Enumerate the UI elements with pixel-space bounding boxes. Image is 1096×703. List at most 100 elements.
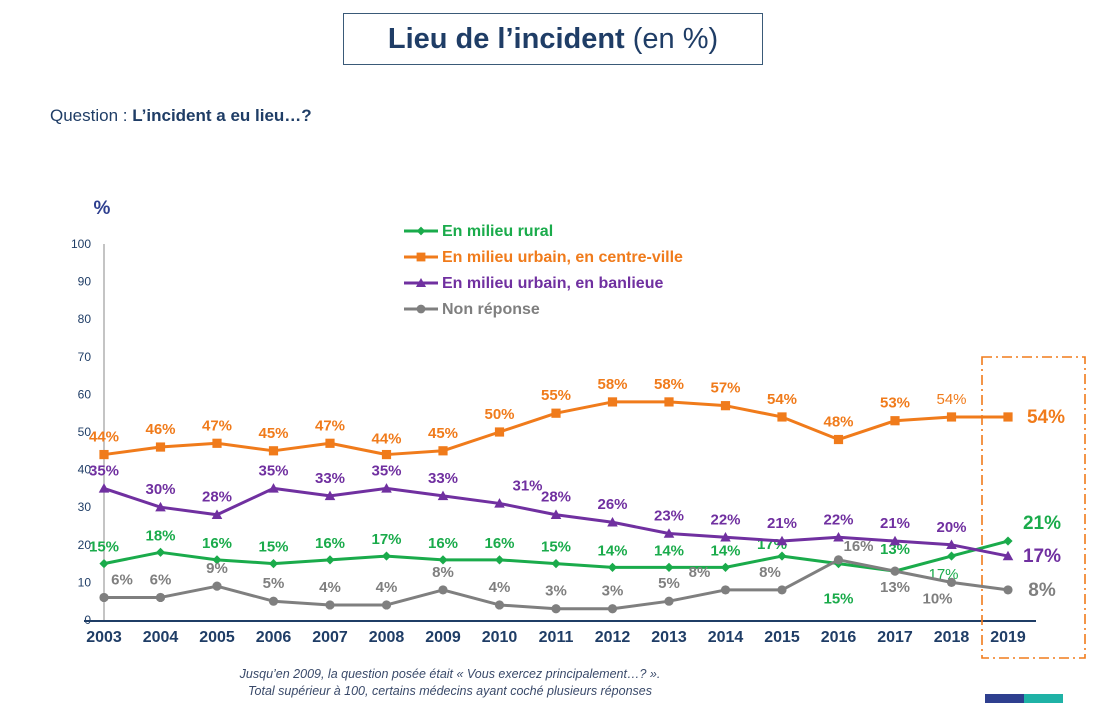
data-label-en-milieu-urbain-en-centre-ville: 48% [823,414,853,431]
x-tick-label: 2013 [651,629,687,646]
data-label-en-milieu-urbain-en-banlieue: 35% [258,462,288,479]
data-label-en-milieu-urbain-en-banlieue: 35% [371,462,401,479]
brand-bar [985,694,1063,703]
data-point-en-milieu-rural [1003,536,1013,546]
data-label-en-milieu-urbain-en-banlieue: 26% [597,496,627,513]
data-label-non-reponse: 6% [150,571,172,588]
data-point-non-reponse [99,592,109,603]
y-tick-label: 10 [78,575,92,589]
data-point-en-milieu-urbain-en-banlieue [494,498,505,508]
legend-label: En milieu urbain, en centre-ville [442,249,683,266]
data-label-non-reponse: 10% [922,590,952,607]
data-label-en-milieu-urbain-en-banlieue: 35% [89,462,119,479]
data-point-en-milieu-rural [325,555,335,565]
data-label-en-milieu-urbain-en-centre-ville: 44% [371,431,401,448]
series-en-milieu-rural: 15% 18% 16% 15% 16% 17% 16% 16% 15% 14% 14% 14% 17% 1… [89,513,1061,608]
data-label-en-milieu-rural: 21% [1023,513,1061,534]
highlight-box [981,356,1086,659]
data-label-non-reponse: 8% [759,564,781,581]
data-label-en-milieu-rural: 13% [880,541,910,558]
data-label-en-milieu-rural: 14% [597,542,627,559]
data-point-en-milieu-urbain-en-centre-ville [494,427,505,437]
x-tick-label: 2004 [143,629,179,646]
data-point-non-reponse [833,555,844,565]
data-point-en-milieu-urbain-en-centre-ville [664,397,674,407]
data-label-non-reponse: 5% [263,575,285,592]
x-tick-label: 2018 [934,629,970,646]
data-label-en-milieu-urbain-en-centre-ville: 55% [541,387,571,404]
data-point-en-milieu-rural [268,559,279,569]
x-tick-label: 2009 [425,629,461,646]
data-label-en-milieu-rural: 14% [654,542,684,559]
data-label-en-milieu-rural: 15% [89,539,119,556]
data-point-en-milieu-urbain-en-centre-ville [720,401,731,411]
question-text: L’incident a eu lieu…? [132,106,312,125]
data-point-non-reponse [551,604,561,614]
data-label-en-milieu-rural: 16% [484,535,514,552]
data-label-en-milieu-urbain-en-banlieue: 33% [315,470,345,487]
x-tick-label: 2010 [482,629,518,646]
data-label-non-reponse: 5% [658,575,680,592]
data-point-en-milieu-urbain-en-banlieue [381,483,392,493]
data-point-en-milieu-urbain-en-banlieue [1002,550,1014,561]
data-label-non-reponse: 13% [880,579,910,596]
data-point-non-reponse [777,585,787,595]
data-label-en-milieu-rural: 16% [202,535,232,552]
data-point-en-milieu-urbain-en-centre-ville [1003,412,1013,422]
data-label-en-milieu-urbain-en-banlieue: 21% [880,515,910,532]
x-tick-label: 2014 [708,629,744,646]
x-tick-label: 2016 [821,629,857,646]
data-label-en-milieu-urbain-en-banlieue: 23% [654,508,684,525]
data-label-en-milieu-urbain-en-centre-ville: 54% [936,391,966,408]
data-label-non-reponse: 3% [545,583,567,600]
data-point-en-milieu-rural [381,551,392,561]
data-point-non-reponse [1003,585,1013,595]
data-point-non-reponse [946,577,957,588]
data-label-en-milieu-urbain-en-centre-ville: 53% [880,395,910,412]
data-label-non-reponse: 4% [489,579,511,596]
x-tick-label: 2017 [877,629,913,646]
data-label-en-milieu-urbain-en-centre-ville: 58% [654,376,684,393]
data-point-en-milieu-rural [777,551,787,561]
data-label-en-milieu-urbain-en-banlieue: 22% [710,511,740,528]
data-label-en-milieu-urbain-en-centre-ville: 50% [484,406,514,423]
data-label-en-milieu-urbain-en-centre-ville: 45% [428,425,458,442]
data-label-non-reponse: 16% [843,538,873,555]
y-tick-label: 40 [78,463,92,477]
data-point-en-milieu-urbain-en-banlieue [155,501,166,512]
data-point-non-reponse [494,600,505,610]
legend-label: Non réponse [442,301,540,318]
question-prefix: Question : [50,106,133,125]
data-point-en-milieu-urbain-en-banlieue [776,535,788,546]
legend-marker [416,226,426,236]
data-point-non-reponse [268,596,279,606]
data-point-en-milieu-urbain-en-banlieue [211,509,223,519]
footnote-line-1: Jusqu’en 2009, la question posée était «… [239,667,661,681]
data-point-en-milieu-rural [551,559,561,569]
data-point-en-milieu-urbain-en-centre-ville [551,408,561,418]
data-label-en-milieu-rural: 16% [315,535,345,552]
y-tick-label: 80 [78,312,92,326]
data-point-en-milieu-urbain-en-banlieue [437,490,449,501]
data-point-en-milieu-urbain-en-banlieue [946,539,957,550]
legend-marker [415,277,427,288]
data-label-non-reponse: 3% [602,583,624,600]
data-point-en-milieu-rural [438,555,448,565]
data-point-en-milieu-urbain-en-centre-ville [833,434,844,445]
data-point-en-milieu-rural [664,562,674,572]
data-label-en-milieu-rural: 15% [823,591,853,608]
data-point-en-milieu-urbain-en-banlieue [268,483,279,493]
data-point-en-milieu-urbain-en-centre-ville [268,446,279,456]
legend-item-en-milieu-urbain-en-centre-ville: En milieu urbain, en centre-ville [404,249,683,266]
data-point-en-milieu-urbain-en-centre-ville [946,412,957,422]
legend-label: En milieu urbain, en banlieue [442,275,663,292]
data-point-non-reponse [890,566,900,576]
data-point-en-milieu-urbain-en-banlieue [833,531,844,542]
data-point-non-reponse [720,585,731,595]
data-label-en-milieu-urbain-en-banlieue: 30% [145,481,175,498]
y-tick-label: 30 [78,500,92,514]
data-point-non-reponse [325,600,335,610]
data-label-en-milieu-urbain-en-banlieue: 28% [541,489,571,506]
y-tick-label: 90 [78,275,92,289]
data-point-en-milieu-urbain-en-centre-ville [438,446,448,456]
